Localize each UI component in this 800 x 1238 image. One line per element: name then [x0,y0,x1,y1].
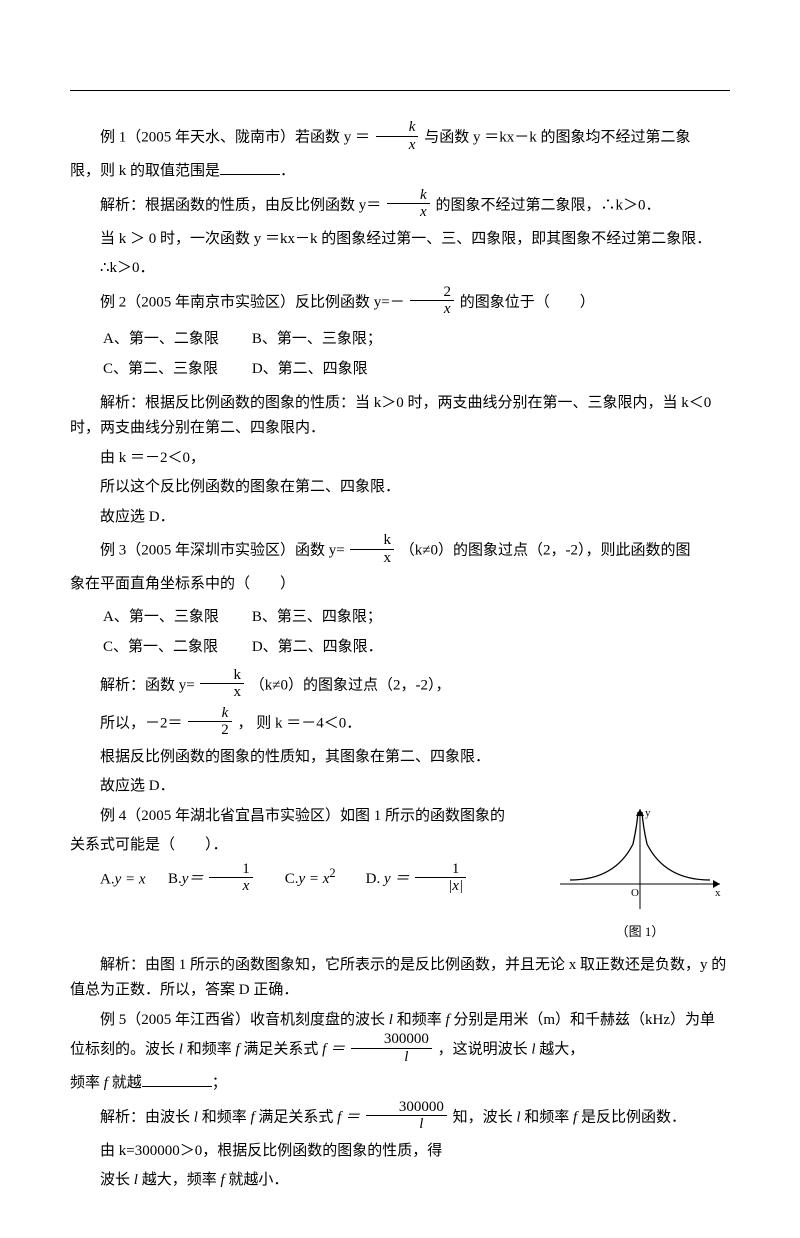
ex3-opt-c: C、第一、二象限 [102,634,249,663]
top-rule [70,90,730,91]
ex2-opt-a: A、第一、二象限 [102,326,249,355]
ex1-anal-2: 当 k ＞ 0 时，一次函数 y ＝kx－k 的图象经过第一、三、四象限，即其图… [70,227,730,253]
ex2-anal-2: 由 k ＝－2＜0， [70,446,730,472]
ex1-stem-line2: 限，则 k 的取值范围是． [70,159,730,185]
frac-2-over-x: 2 x [410,284,454,318]
ex1-anal-3: ∴k＞0． [70,256,730,282]
axis-y-label: y [645,807,651,819]
ex4-opt-c: C.y = x2 [285,871,340,887]
frac-1-over-x: 1 x [209,861,253,895]
ex3-opt-a: A、第一、三象限 [102,604,249,633]
ex4-opt-d: D. y ＝ 1 |x| [366,871,468,887]
ex1-stem-b: 与函数 y ＝kx－k 的图象均不经过第二象 [424,129,690,145]
ex5-stem: 例 5（2005 年江西省）收音机刻度盘的波长 l 和频率 f 分别是用米（m）… [70,1008,730,1068]
ex4-opt-a: A.y = x [100,871,149,887]
ex1-stem-a: 例 1（2005 年天水、陇南市）若函数 y ＝ [100,129,370,145]
ex3-opt-b: B、第三、四象限； [251,604,413,633]
frac-k-over-x-3: k x [350,532,394,566]
ex3-stem-2: 象在平面直角坐标系中的（ ） [70,572,730,598]
frac-k-over-x-2: k x [387,187,430,221]
ex2-options: A、第一、二象限 B、第一、三象限； C、第二、三象限 D、第二、四象限 [100,324,414,387]
ex3-anal-4: 故应选 D． [70,774,730,800]
ex2-anal-1: 解析：根据反比例函数的图象的性质：当 k＞0 时，两支曲线分别在第一、三象限内，… [70,391,730,442]
origin-label: O [631,887,639,899]
figure-1: x y O （图 1） [550,804,730,943]
ex2-opt-b: B、第一、三象限； [251,326,412,355]
ex3-stem-1: 例 3（2005 年深圳市实验区）函数 y= k x （k≠0）的图象过点（2，… [70,534,730,568]
ex4-anal: 解析：由图 1 所示的函数图象知，它所表示的是反比例函数，并且无论 x 取正数还… [70,953,730,1004]
ex5-anal-1: 解析：由波长 l 和频率 f 满足关系式 f ＝ 300000 l 知，波长 l… [70,1101,730,1135]
frac-k-over-x: k x [376,119,419,153]
axis-x-label: x [715,887,721,899]
ex3-anal-2: 所以，－2＝ k 2 ， 则 k ＝－4＜0． [70,707,730,741]
blank-1 [220,159,280,175]
ex3-opt-d: D、第二、四象限． [251,634,413,663]
frac-k-over-2: k 2 [188,705,232,739]
ex2-opt-c: C、第二、三象限 [102,356,249,385]
figure-1-svg: x y O [555,804,725,914]
ex5-stem-2: 频率 f 就越； [70,1071,730,1097]
ex5-anal-3: 波长 l 越大，频率 f 就越小． [70,1168,730,1194]
frac-k-over-x-4: k x [200,667,244,701]
frac-300000-over-l-2: 300000 l [366,1099,447,1133]
ex2-opt-d: D、第二、四象限 [251,356,412,385]
frac-300000-over-l: 300000 l [351,1031,432,1065]
ex1-stem-line1: 例 1（2005 年天水、陇南市）若函数 y ＝ k x 与函数 y ＝kx－k… [70,121,730,155]
ex3-anal-3: 根据反比例函数的图象的性质知，其图象在第二、四象限． [70,745,730,771]
figure-1-caption: （图 1） [550,921,730,943]
ex3-anal-1: 解析：函数 y= k x （k≠0）的图象过点（2，-2）， [70,669,730,703]
ex1-anal-1: 解析：根据函数的性质，由反比例函数 y＝ k x 的图象不经过第二象限，∴k＞0… [70,189,730,223]
ex5-anal-2: 由 k=300000＞0，根据反比例函数的图象的性质，得 [70,1139,730,1165]
ex2-anal-3: 所以这个反比例函数的图象在第二、四象限． [70,475,730,501]
frac-1-over-absx: 1 |x| [415,861,466,895]
ex2-stem: 例 2（2005 年南京市实验区）反比例函数 y=－ 2 x 的图象位于（ ） [70,286,730,320]
ex2-anal-4: 故应选 D． [70,505,730,531]
ex3-options: A、第一、三象限 B、第三、四象限； C、第一、二象限 D、第二、四象限． [100,602,415,665]
ex4-opt-b: B.y＝ 1 x [168,871,258,887]
blank-2 [142,1071,212,1087]
